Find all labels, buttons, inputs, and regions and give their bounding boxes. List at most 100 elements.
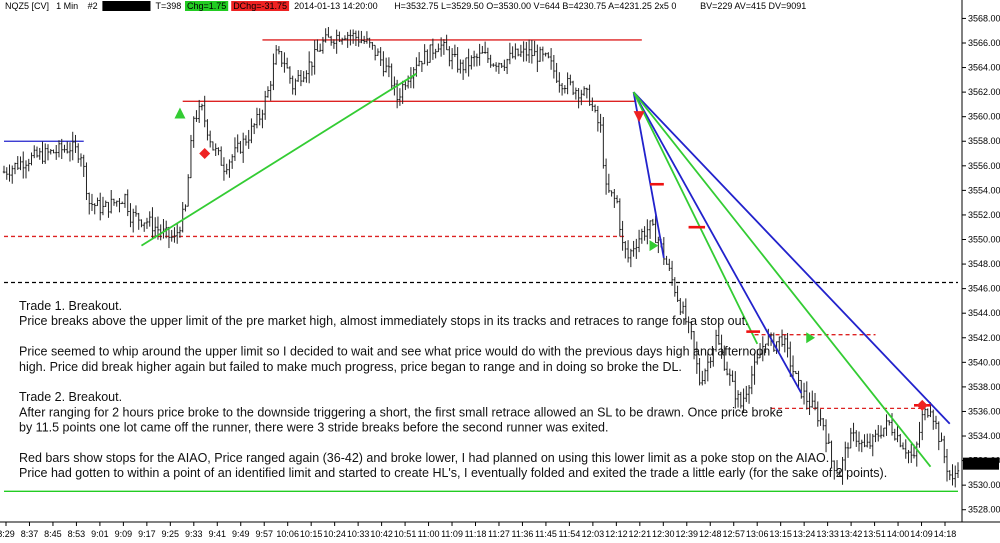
ohlc-bar — [362, 35, 366, 44]
x-tick-label: 10:33 — [347, 529, 370, 539]
ohlc-bar — [475, 53, 479, 67]
ohlc-bar — [555, 62, 558, 83]
ohlc-bar — [885, 414, 888, 436]
ohlc-bar — [673, 277, 677, 297]
ohlc-bar — [530, 40, 534, 64]
ohlc-bar — [610, 190, 613, 197]
x-tick-label: 11:36 — [512, 529, 534, 539]
ohlc-bar — [901, 442, 905, 450]
marker-triangle-right-4 — [806, 332, 816, 344]
ohlc-bar — [44, 143, 47, 164]
ohlc-bar — [8, 164, 11, 182]
header-symbol: NQZ5 [CV] — [5, 1, 49, 11]
ohlc-bar — [176, 222, 179, 244]
ohlc-bar — [82, 154, 85, 177]
header-item-0-bg — [102, 1, 151, 11]
ohlc-bar — [2, 165, 6, 174]
x-axis: 8:29 8:37 8:45 8:53 9:01 9:09 9:17 9:25 9:33 9:41… — [0, 522, 956, 539]
x-tick-label: 12:03 — [582, 529, 605, 539]
ohlc-bar — [852, 422, 855, 442]
ohlc-bar — [794, 371, 797, 375]
header-item-4: 2014-01-13 14:20:00 — [294, 1, 378, 11]
note-line: Trade 2. Breakout. — [19, 390, 122, 404]
ohlc-bar — [274, 45, 278, 65]
ohlc-bar — [329, 35, 333, 46]
last-price-bg — [963, 457, 999, 470]
ohlc-bar — [255, 107, 259, 129]
ohlc-bar — [703, 368, 707, 385]
ohlc-bar — [357, 30, 360, 47]
ohlc-bar — [486, 47, 490, 63]
ohlc-bar — [615, 195, 619, 204]
ohlc-bar — [844, 441, 847, 471]
ohlc-bar — [577, 88, 580, 109]
x-tick-label: 11:18 — [465, 529, 487, 539]
ohlc-bar — [811, 390, 814, 408]
ohlc-bar — [252, 123, 256, 135]
ohlc-bar — [137, 212, 140, 230]
ohlc-bar — [110, 189, 113, 214]
ohlc-bar — [24, 160, 28, 179]
x-tick-label: 9:33 — [185, 529, 203, 539]
chart-header: NQZ5 [CV] 1 Min #2 C=3531.75 T=398 Chg=1.75 DC… — [5, 1, 806, 11]
x-tick-label: 11:54 — [558, 529, 580, 539]
ohlc-bar — [285, 57, 289, 69]
marker-triangle-right-3 — [649, 240, 659, 252]
ohlc-bar — [544, 52, 547, 57]
ohlc-bar — [874, 429, 877, 443]
ohlc-bar — [899, 433, 902, 448]
ohlc-bar — [324, 28, 327, 43]
ohlc-bar — [140, 219, 143, 228]
header-item-3: DChg=-31.75 — [233, 1, 287, 11]
x-tick-label: 11:09 — [441, 529, 463, 539]
ohlc-bar — [437, 43, 440, 53]
ohlc-bar — [761, 336, 765, 362]
ohlc-bar — [19, 156, 22, 171]
ohlc-bar — [93, 203, 96, 215]
y-tick-label: 3550.00 — [968, 235, 1000, 245]
x-tick-label: 13:51 — [863, 529, 886, 539]
ohlc-bar — [448, 46, 451, 67]
ohlc-bar — [893, 428, 896, 441]
ohlc-bar — [943, 435, 946, 464]
header-item-2: Chg=1.75 — [187, 1, 226, 11]
ohlc-bar — [505, 58, 509, 75]
ohlc-bar — [802, 382, 806, 405]
ohlc-bar — [910, 443, 913, 463]
ohlc-bar — [332, 39, 336, 49]
ohlc-bar — [192, 116, 195, 148]
ohlc-bar — [739, 391, 743, 409]
ohlc-bar — [60, 138, 63, 160]
y-tick-label: 3538.00 — [968, 382, 1000, 392]
ohlc-bar — [272, 53, 275, 91]
ohlc-bar — [417, 52, 421, 67]
header-item-2-bg — [185, 1, 229, 11]
ohlc-bar — [877, 425, 880, 442]
ohlc-bar — [395, 79, 399, 109]
x-tick-label: 8:45 — [44, 529, 62, 539]
ohlc-bar — [376, 48, 380, 56]
ohlc-bar — [745, 385, 748, 403]
last-price-label: 3531.75 — [963, 457, 999, 470]
ohlc-bar — [79, 153, 83, 167]
ohlc-bar — [13, 162, 17, 175]
note-line: Price seemed to whip around the upper li… — [19, 345, 770, 359]
ohlc-bar — [734, 371, 737, 409]
x-tick-label: 8:37 — [21, 529, 39, 539]
ohlc-bar — [206, 119, 209, 141]
ohlc-bar — [522, 41, 525, 62]
ohlc-bar — [945, 448, 949, 482]
ohlc-bar — [307, 51, 311, 84]
ohlc-bar — [549, 48, 553, 70]
ohlc-bar — [684, 298, 688, 325]
ohlc-bar — [758, 343, 762, 359]
ohlc-bar — [648, 220, 652, 239]
ohlc-bar — [134, 205, 138, 217]
ohlc-bar — [318, 43, 322, 52]
y-tick-label: 3542.00 — [968, 333, 1000, 343]
ohlc-bar — [879, 425, 883, 439]
ohlc-bar — [574, 87, 578, 100]
ohlc-bar — [849, 427, 852, 449]
ohlc-bar — [151, 207, 154, 239]
